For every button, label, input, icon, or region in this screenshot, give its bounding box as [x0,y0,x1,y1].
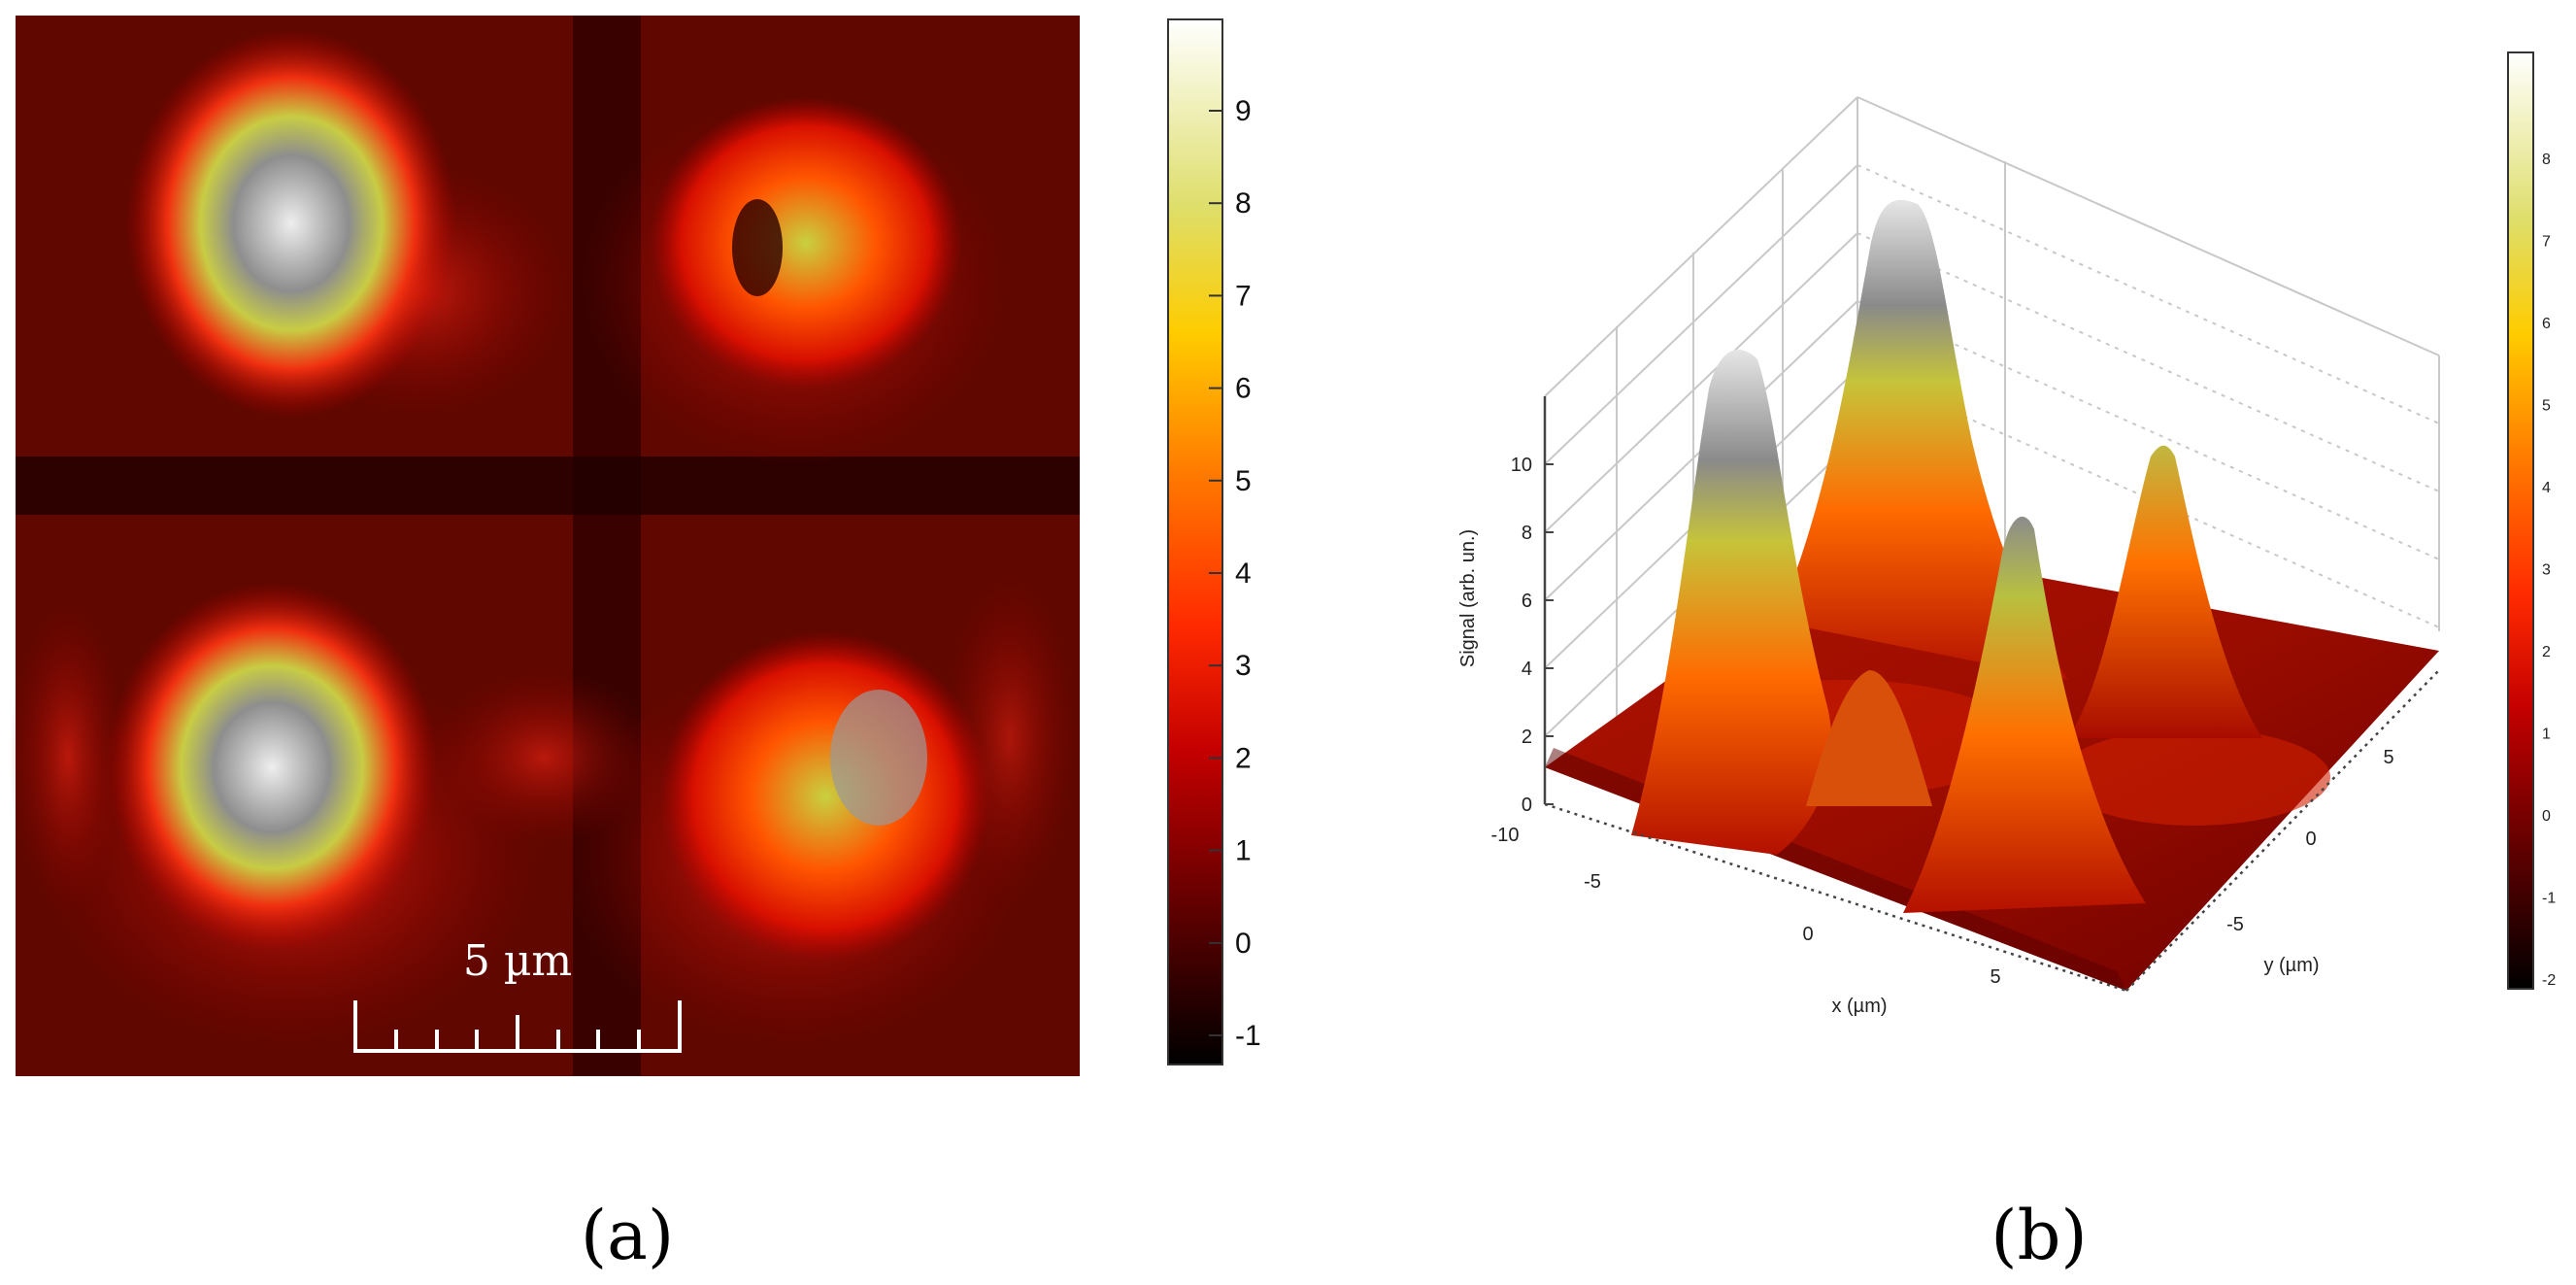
caption-a: (a) [581,1196,674,1275]
colorbar-a-tick-label: 7 [1235,280,1252,312]
x-tick-label: -10 [1491,825,1520,846]
heatmap-image: 5 µm [10,16,1080,1076]
z-tick-label: 4 [1522,659,1532,680]
colorbar-a-tick-label: 5 [1235,465,1252,497]
colorbar-b-tick-label: 2 [2542,644,2551,660]
colorbar-a-tick-label: 8 [1235,187,1252,220]
y-axis-label: y (µm) [2263,955,2319,976]
colorbar-b-tick-label: 0 [2542,808,2551,825]
scale-bar-label: 5 µm [463,936,572,986]
colorbar-a-tick-label: 6 [1235,373,1252,405]
colorbar-a-tick-label: 0 [1235,928,1252,960]
scale-bar [353,1000,682,1053]
colorbar-b-tick-label: -1 [2542,891,2556,907]
colorbar-b: 8 7 6 5 4 3 2 1 0 -1 -2 [2507,51,2556,990]
z-tick-label: 6 [1522,591,1532,612]
colorbar-a-tick-label: 9 [1235,95,1252,127]
colorbar-b-tick-label: 4 [2542,480,2551,496]
y-tick-label: -5 [2226,914,2244,935]
colorbar-b-tick-label: 8 [2542,152,2551,168]
colorbar-a-tick-label: -1 [1235,1020,1261,1052]
y-tick-label: 5 [2383,747,2393,768]
x-tick-label: 0 [1802,924,1813,945]
x-tick-label: -5 [1584,871,1601,893]
axis-ticks-b: 0 2 4 6 8 10 -10 -5 0 5 5 0 -5 [1491,455,2394,988]
colorbar-a-tick-label: 1 [1235,835,1252,867]
z-tick-label: 0 [1522,795,1532,816]
z-tick-label: 2 [1522,727,1532,748]
colorbar-a-tick-label: 3 [1235,650,1252,682]
z-axis-label: Signal (arb. un.) [1457,529,1479,667]
colorbar-a-ticks: 9 8 7 6 5 4 3 2 1 0 -1 [1209,95,1261,1052]
x-axis-label: x (µm) [1831,996,1887,1017]
colorbar-b-tick-label: 6 [2542,316,2551,332]
colorbar-a-tick-label: 4 [1235,558,1252,590]
colorbar-b-tick-label: 5 [2542,398,2551,415]
x-tick-label: 5 [1990,966,2000,988]
panel-a: 5 µm 9 8 7 6 5 4 3 2 1 0 -1 (a) [10,16,1261,1275]
colorbar-b-ticks: 8 7 6 5 4 3 2 1 0 -1 -2 [2542,152,2556,989]
colorbar-a: 9 8 7 6 5 4 3 2 1 0 -1 [1167,18,1261,1065]
z-tick-label: 8 [1522,523,1532,544]
surface-plot [1545,199,2439,991]
caption-b: (b) [1991,1196,2087,1275]
colorbar-b-tick-label: -2 [2542,972,2556,989]
colorbar-a-tick-label: 2 [1235,742,1252,774]
z-tick-label: 10 [1511,455,1532,476]
colorbar-b-tick-label: 1 [2542,727,2551,743]
colorbar-b-tick-label: 3 [2542,562,2551,579]
y-tick-label: 0 [2305,828,2316,850]
colorbar-b-tick-label: 7 [2542,234,2551,251]
